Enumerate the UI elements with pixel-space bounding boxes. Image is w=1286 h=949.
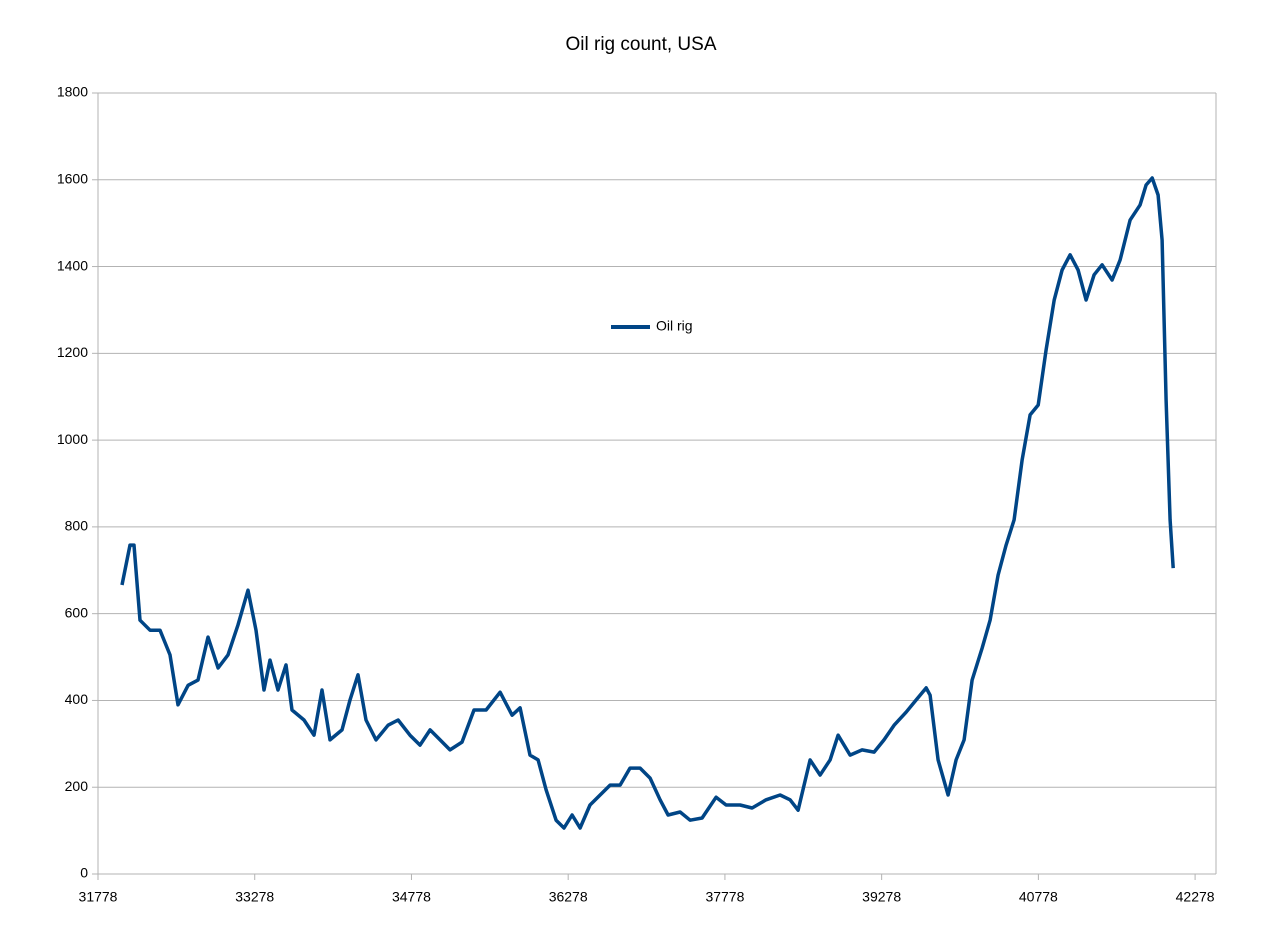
x-tick-label: 39278 (862, 889, 901, 905)
x-tick-label: 42278 (1176, 889, 1215, 905)
y-tick-label: 600 (65, 604, 89, 620)
x-tick-label: 36278 (549, 889, 588, 905)
y-tick-label: 200 (65, 778, 89, 794)
y-tick-label: 800 (65, 518, 89, 534)
y-tick-label: 1800 (57, 84, 88, 100)
x-tick-label: 31778 (79, 889, 118, 905)
y-tick-label: 1200 (57, 344, 88, 360)
x-tick-label: 34778 (392, 889, 431, 905)
y-tick-label: 400 (65, 691, 89, 707)
x-tick-label: 40778 (1019, 889, 1058, 905)
x-tick-label: 33278 (235, 889, 274, 905)
x-tick-label: 37778 (705, 889, 744, 905)
legend-label: Oil rig (656, 318, 693, 334)
y-tick-label: 1600 (57, 170, 88, 186)
y-tick-label: 1400 (57, 257, 88, 273)
y-tick-label: 0 (80, 865, 88, 881)
chart-title: Oil rig count, USA (566, 34, 717, 55)
series-line (120, 176, 1175, 830)
y-tick-label: 1000 (57, 431, 88, 447)
